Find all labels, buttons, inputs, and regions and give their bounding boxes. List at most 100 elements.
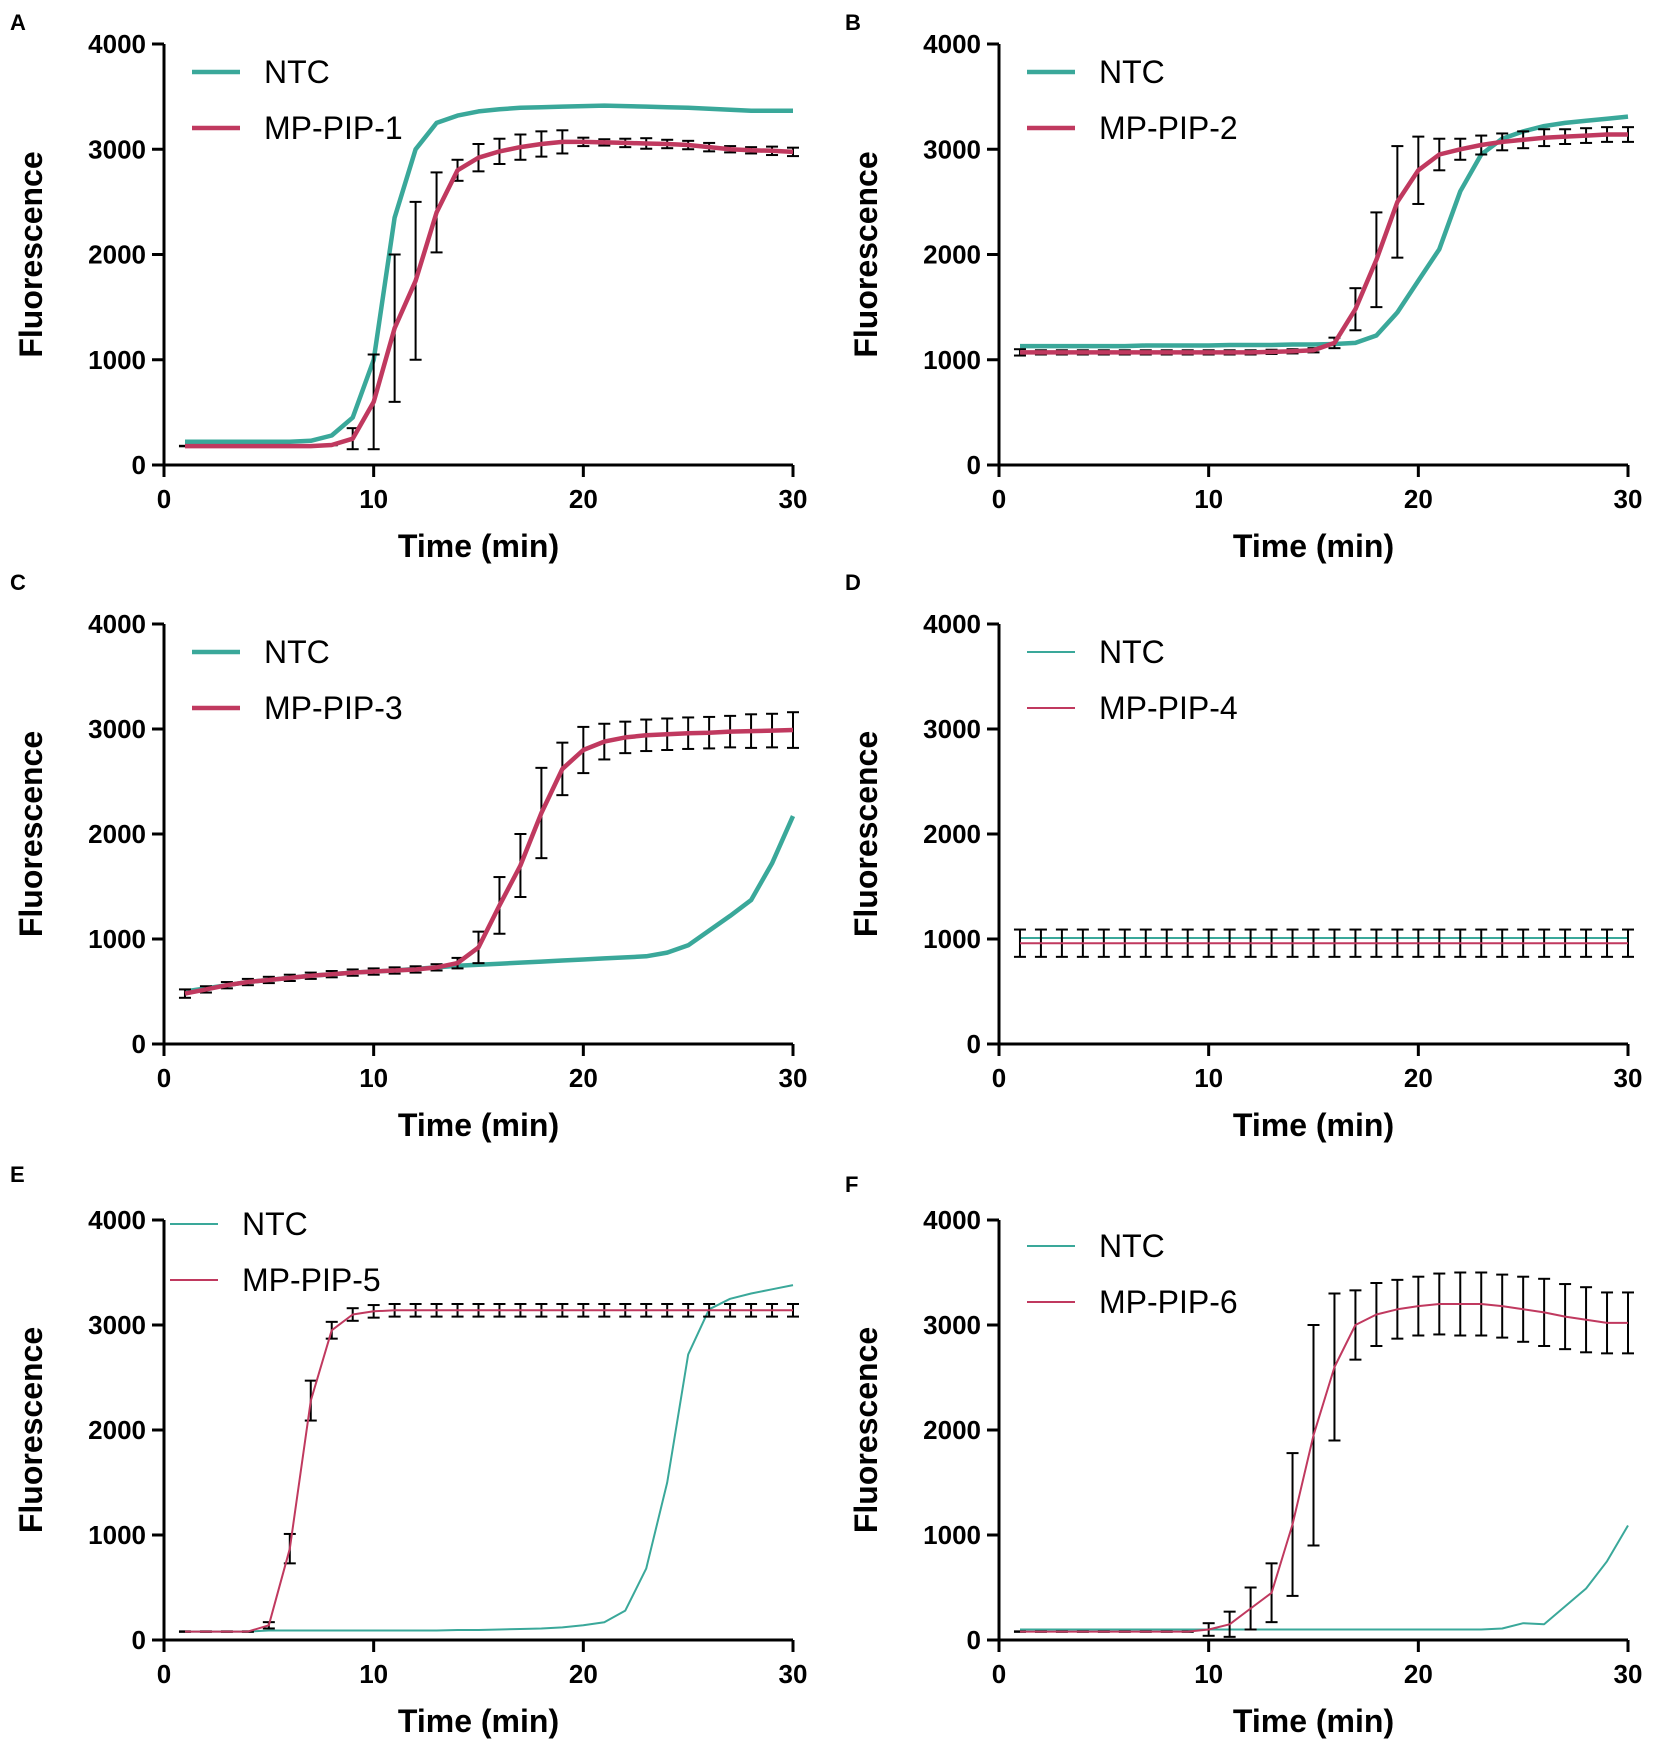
x-tick-label: 0 [157, 484, 171, 514]
y-tick-label: 3000 [88, 1310, 146, 1340]
y-tick-label: 3000 [88, 714, 146, 744]
y-tick-label: 0 [132, 1029, 146, 1059]
panel-letter: F [845, 1172, 858, 1197]
series-ntc [1019, 114, 1629, 349]
y-axis-title: Fluorescence [848, 1327, 884, 1533]
y-tick-label: 0 [967, 1625, 981, 1655]
series-mp-pip-5 [178, 1303, 799, 1633]
y-tick-label: 4000 [923, 29, 981, 59]
x-tick-label: 30 [1614, 1063, 1643, 1093]
panel-d: D 0 1000 2000 3000 4000 0 10 20 30 Time (min) Fluor… [845, 570, 1642, 1143]
panel-letter: E [10, 1162, 25, 1187]
legend-label-ntc: NTC [264, 634, 330, 670]
x-tick-label: 10 [1194, 1659, 1223, 1689]
series-line-ntc [185, 1284, 794, 1633]
y-tick-label: 2000 [923, 240, 981, 270]
x-axis-title: Time (min) [1233, 1107, 1394, 1143]
y-tick-label: 0 [132, 1625, 146, 1655]
y-tick-label: 0 [132, 450, 146, 480]
series-line-ntc [185, 103, 793, 445]
y-tick-label: 1000 [923, 345, 981, 375]
series-ntc [1019, 1524, 1629, 1631]
y-tick-label: 2000 [88, 1415, 146, 1445]
series-mp-pip-4 [1013, 928, 1634, 958]
legend-label-mp-pip-4: MP-PIP-4 [1099, 690, 1238, 726]
x-tick-label: 0 [992, 1659, 1006, 1689]
x-tick-label: 20 [569, 1063, 598, 1093]
panel-b: B 0 1000 2000 3000 4000 0 10 20 30 Time (min) Fluor… [845, 10, 1642, 564]
series-ntc [184, 815, 796, 994]
series-line-ntc [184, 815, 796, 994]
series-line-ntc [1020, 1524, 1629, 1631]
y-tick-label: 3000 [88, 134, 146, 164]
y-tick-label: 2000 [923, 1415, 981, 1445]
y-axis-title: Fluorescence [13, 731, 49, 937]
x-axis-title: Time (min) [398, 528, 559, 564]
y-axis-title: Fluorescence [13, 1327, 49, 1533]
y-tick-label: 1000 [88, 345, 146, 375]
series-line-mp-pip-5 [185, 1309, 793, 1633]
legend-label-mp-pip-3: MP-PIP-3 [264, 690, 403, 726]
panel-letter: C [10, 570, 26, 595]
y-tick-label: 2000 [88, 819, 146, 849]
y-axis-title: Fluorescence [848, 731, 884, 937]
series-mp-pip-2 [1013, 126, 1634, 357]
x-tick-label: 20 [1404, 1063, 1433, 1093]
x-tick-label: 30 [1614, 1659, 1643, 1689]
panel-f: F 0 1000 2000 3000 4000 0 10 20 30 Time (min) Fluor… [845, 1172, 1642, 1739]
x-tick-label: 20 [569, 484, 598, 514]
panel-letter: B [845, 10, 861, 35]
x-tick-label: 0 [157, 1063, 171, 1093]
y-tick-label: 0 [967, 1029, 981, 1059]
series-ntc [184, 103, 794, 445]
y-tick-label: 4000 [923, 609, 981, 639]
y-tick-label: 4000 [923, 1205, 981, 1235]
x-tick-label: 10 [1194, 1063, 1223, 1093]
panel-letter: D [845, 570, 861, 595]
legend-label-ntc: NTC [1099, 1228, 1165, 1264]
x-tick-label: 20 [569, 1659, 598, 1689]
x-tick-label: 10 [359, 1659, 388, 1689]
series-mp-pip-6 [1013, 1271, 1634, 1638]
legend-label-ntc: NTC [242, 1206, 308, 1242]
x-tick-label: 20 [1404, 1659, 1433, 1689]
x-tick-label: 30 [779, 484, 808, 514]
y-tick-label: 2000 [923, 819, 981, 849]
panel-a: A 0 1000 2000 3000 4000 0 10 20 30 Time (min) Fluor… [10, 10, 807, 564]
y-axis-title: Fluorescence [13, 151, 49, 357]
y-tick-label: 1000 [923, 924, 981, 954]
series-mp-pip-3 [178, 711, 799, 999]
x-axis-title: Time (min) [398, 1107, 559, 1143]
x-tick-label: 0 [157, 1659, 171, 1689]
y-tick-label: 1000 [88, 924, 146, 954]
x-tick-label: 30 [779, 1063, 808, 1093]
panel-e: E 0 1000 2000 3000 4000 0 10 20 30 Time (min) Fluor… [10, 1162, 807, 1739]
legend-label-ntc: NTC [1099, 634, 1165, 670]
y-tick-label: 4000 [88, 29, 146, 59]
y-tick-label: 3000 [923, 714, 981, 744]
y-tick-label: 1000 [88, 1520, 146, 1550]
series-line-ntc [1020, 114, 1629, 349]
panel-c: C 0 1000 2000 3000 4000 0 10 20 30 Time (min) Fluor… [10, 570, 807, 1143]
x-tick-label: 10 [359, 1063, 388, 1093]
legend-label-ntc: NTC [264, 54, 330, 90]
series-line-mp-pip-6 [1020, 1303, 1628, 1633]
series-line-mp-pip-1 [185, 139, 794, 449]
x-tick-label: 30 [1614, 484, 1643, 514]
x-tick-label: 0 [992, 1063, 1006, 1093]
y-tick-label: 4000 [88, 609, 146, 639]
y-tick-label: 3000 [923, 134, 981, 164]
legend-label-mp-pip-6: MP-PIP-6 [1099, 1284, 1238, 1320]
y-tick-label: 0 [967, 450, 981, 480]
y-tick-label: 2000 [88, 240, 146, 270]
x-tick-label: 30 [779, 1659, 808, 1689]
y-tick-label: 1000 [923, 1520, 981, 1550]
x-tick-label: 20 [1404, 484, 1433, 514]
legend-label-mp-pip-5: MP-PIP-5 [242, 1262, 381, 1298]
x-tick-label: 10 [359, 484, 388, 514]
x-axis-title: Time (min) [1233, 528, 1394, 564]
legend-label-mp-pip-2: MP-PIP-2 [1099, 110, 1238, 146]
series-mp-pip-1 [178, 129, 799, 451]
panel-letter: A [10, 10, 26, 35]
x-axis-title: Time (min) [398, 1703, 559, 1739]
